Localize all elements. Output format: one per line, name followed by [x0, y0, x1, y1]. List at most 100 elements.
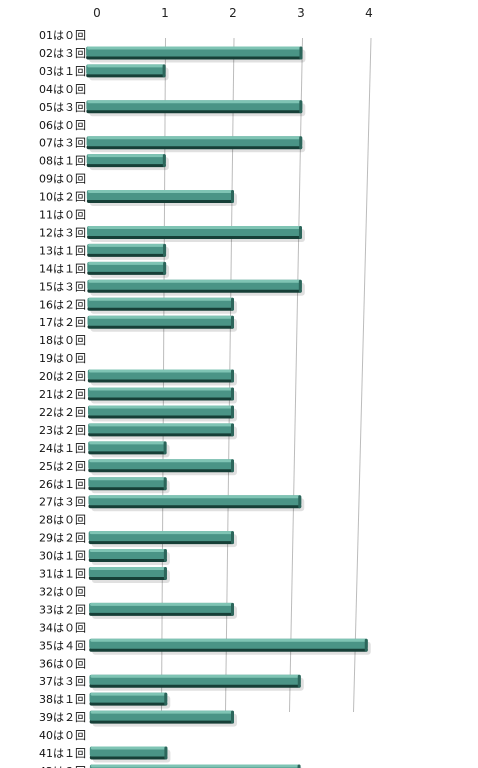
category-label: 28は０回 — [39, 514, 86, 527]
category-labels: 01は０回 02は３回 03は１回 04は０回 05は３回 06は０回 07は３回 08は１回… — [39, 29, 86, 768]
x-axis-ticks: 0 1 2 3 4 — [93, 6, 373, 20]
bar-highlight — [89, 459, 234, 463]
category-label: 07は３回 — [39, 137, 86, 150]
category-label: 22は２回 — [39, 406, 86, 419]
category-label: 18は０回 — [39, 334, 86, 347]
bar — [86, 154, 169, 171]
bar — [87, 261, 170, 278]
category-label: 25は２回 — [39, 460, 86, 473]
bar-end-cap — [164, 746, 168, 760]
bar — [89, 746, 171, 763]
bar — [88, 567, 170, 583]
bar — [88, 477, 170, 494]
bar-highlight — [88, 225, 301, 229]
bar-highlight — [88, 387, 234, 391]
category-label: 37は３回 — [39, 675, 86, 688]
bar — [87, 315, 238, 332]
category-label: 03は１回 — [39, 65, 86, 78]
bar-end-cap — [298, 279, 302, 293]
bar — [86, 100, 306, 117]
category-label: 14は１回 — [39, 262, 86, 275]
bar-end-cap — [163, 477, 167, 491]
category-label: 36は０回 — [39, 657, 86, 670]
bar-end-cap — [162, 154, 166, 168]
category-label: 13は１回 — [39, 244, 86, 257]
bar — [89, 638, 371, 655]
category-label: 38は１回 — [39, 693, 86, 706]
bar-highlight — [87, 64, 165, 68]
bar-highlight — [88, 369, 233, 373]
bar-highlight — [90, 692, 167, 696]
bar — [87, 297, 237, 314]
category-label: 39は２回 — [39, 711, 86, 724]
bar — [87, 225, 305, 242]
bar — [87, 243, 170, 260]
bar-end-cap — [163, 549, 167, 563]
bar — [88, 531, 238, 548]
bar — [89, 764, 303, 768]
bar-highlight — [89, 531, 234, 535]
bar-end-cap — [297, 764, 301, 768]
bar-highlight — [88, 279, 301, 283]
category-label: 21は２回 — [39, 388, 86, 401]
bar-highlight — [89, 567, 166, 570]
bar-highlight — [89, 441, 166, 445]
bar-highlight — [90, 602, 233, 606]
bar-highlight — [89, 549, 166, 553]
bar-end-cap — [231, 459, 234, 473]
category-label: 34は０回 — [39, 621, 86, 634]
x-tick-label: 4 — [365, 6, 373, 20]
category-label: 09は０回 — [39, 173, 86, 186]
bar-highlight — [88, 261, 166, 265]
bar — [86, 136, 306, 153]
bar — [87, 369, 237, 386]
category-label: 02は３回 — [39, 47, 86, 60]
category-label: 17は２回 — [39, 316, 86, 329]
category-label: 29は２回 — [39, 532, 86, 545]
bar-end-cap — [163, 261, 167, 275]
category-label: 33は２回 — [39, 603, 86, 616]
bar-end-cap — [364, 638, 368, 652]
bar-end-cap — [231, 297, 234, 311]
category-label: 05は３回 — [39, 101, 86, 114]
category-label: 31は１回 — [39, 568, 86, 581]
bar-end-cap — [298, 225, 302, 239]
bar-end-cap — [231, 602, 234, 616]
bar-highlight — [87, 46, 302, 50]
bar-highlight — [89, 495, 301, 499]
bar — [88, 423, 237, 440]
category-label: 19は０回 — [39, 352, 86, 365]
bar — [87, 387, 238, 404]
category-label: 08は１回 — [39, 155, 86, 168]
bar-highlight — [88, 243, 166, 247]
category-label: 04は０回 — [39, 83, 86, 96]
category-label: 41は１回 — [39, 747, 86, 760]
bar-end-cap — [231, 190, 234, 204]
bars — [86, 46, 371, 768]
category-label: 26は１回 — [39, 478, 86, 491]
bar — [88, 549, 170, 566]
bar-end-cap — [231, 369, 234, 383]
bar — [89, 692, 171, 709]
x-tick-label: 2 — [229, 6, 237, 20]
x-tick-label: 1 — [161, 6, 169, 20]
bar-highlight — [90, 764, 300, 768]
gridline-4 — [353, 37, 372, 713]
bar-end-cap — [231, 387, 234, 401]
bar — [87, 279, 305, 296]
bar-end-cap — [231, 710, 234, 724]
bar — [86, 46, 306, 63]
bar-end-cap — [231, 315, 234, 329]
category-label: 12は３回 — [39, 226, 86, 239]
bar — [89, 674, 304, 691]
category-label: 24は１回 — [39, 442, 86, 455]
bar-highlight — [89, 423, 233, 427]
bar-highlight — [90, 638, 367, 642]
category-label: 30は１回 — [39, 550, 86, 563]
bar-end-cap — [231, 405, 234, 419]
category-label: 23は２回 — [39, 424, 86, 437]
category-label: 20は２回 — [39, 370, 86, 383]
category-label: 11は０回 — [39, 209, 86, 222]
bar-end-cap — [163, 441, 167, 455]
bar-end-cap — [231, 423, 234, 437]
